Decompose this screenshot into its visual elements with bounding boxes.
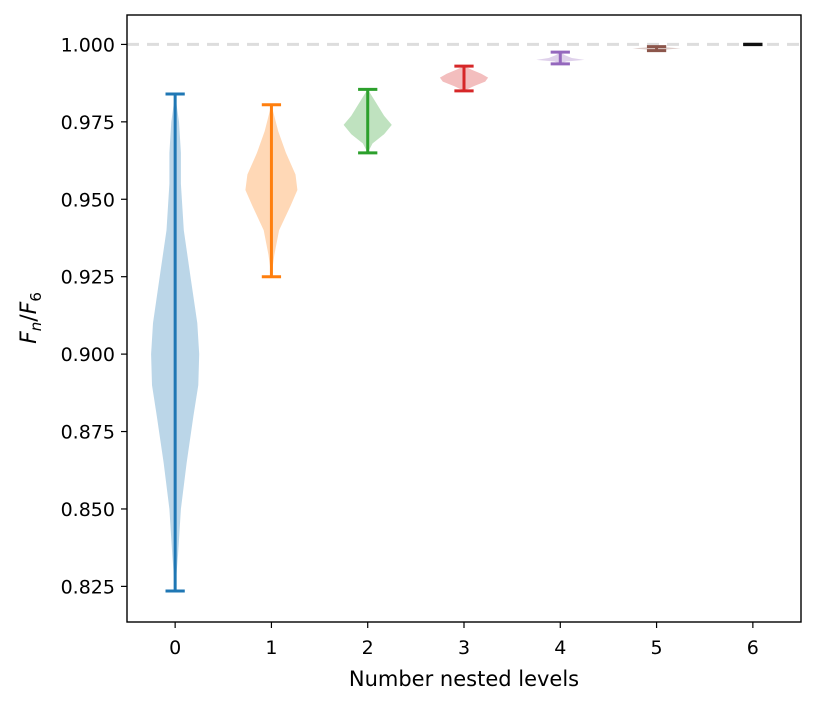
violin-group-0	[151, 92, 200, 593]
y-axis: 0.825 0.850 0.875 0.900 0.925 0.950 0.975 1.000	[61, 34, 127, 598]
x-tick-label: 3	[458, 637, 470, 659]
violin-group-4	[536, 50, 585, 66]
x-tick-label: 0	[169, 637, 181, 659]
y-tick-label: 0.925	[61, 267, 115, 289]
y-tick-label: 0.975	[61, 112, 115, 134]
y-tick-label: 0.875	[61, 422, 115, 444]
y-tick-label: 1.000	[61, 34, 115, 56]
x-axis-title: Number nested levels	[349, 667, 579, 691]
violin-group-2	[343, 87, 392, 155]
x-tick-label: 5	[651, 637, 663, 659]
x-axis: 0 1 2 3 4 5 6	[169, 622, 759, 659]
x-tick-label: 4	[554, 637, 566, 659]
violin-group-1	[245, 103, 298, 279]
y-tick-label: 0.825	[61, 576, 115, 598]
plot-area	[127, 42, 801, 593]
y-axis-title-main: F	[17, 331, 42, 344]
x-tick-label: 1	[265, 637, 277, 659]
y-tick-label: 0.950	[61, 189, 115, 211]
violin-group-5	[632, 45, 681, 53]
axes-frame	[126, 14, 802, 623]
y-axis-title-sub-num: n	[27, 322, 45, 332]
y-axis-title-sub-den: 6	[27, 292, 45, 302]
y-axis-title: Fn/F6	[17, 292, 45, 344]
y-tick-label: 0.900	[61, 344, 115, 366]
x-tick-label: 2	[362, 637, 374, 659]
x-tick-label: 6	[747, 637, 759, 659]
violin-group-3	[439, 64, 489, 93]
y-axis-title-main2: F	[17, 301, 42, 314]
y-tick-label: 0.850	[61, 499, 115, 521]
y-axis-title-sep: /	[17, 314, 42, 322]
